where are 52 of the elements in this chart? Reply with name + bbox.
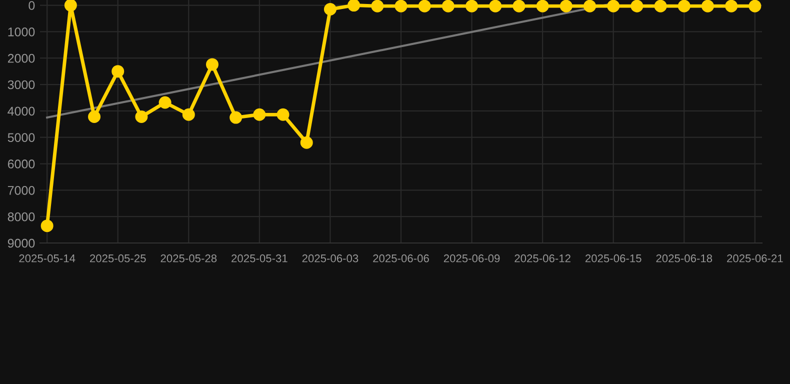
x-tick-label: 2025-05-14 — [19, 254, 76, 262]
y-tick-label: 4000 — [8, 106, 35, 116]
x-tick-label: 2025-06-15 — [585, 254, 642, 262]
point — [607, 0, 620, 12]
point — [64, 0, 77, 12]
x-tick-label: 2025-06-12 — [514, 254, 570, 262]
point — [584, 0, 596, 12]
x-tick-label: 2025-06-21 — [727, 254, 783, 262]
point — [442, 0, 454, 12]
point — [230, 111, 242, 124]
point — [536, 0, 549, 12]
y-tick-label: 9000 — [8, 238, 35, 248]
point — [371, 0, 384, 12]
y-tick-label: 1000 — [8, 27, 35, 36]
y-tick-label: 6000 — [8, 160, 35, 168]
y-tick-label: 8000 — [8, 212, 35, 222]
x-tick-label: 2025-05-25 — [90, 254, 146, 262]
point — [725, 0, 738, 12]
y-tick-label: 7000 — [8, 186, 35, 195]
x-tick-label: 2025-06-18 — [656, 254, 712, 262]
x-tick-label: 2025-06-03 — [302, 254, 358, 262]
point — [466, 0, 478, 12]
point — [748, 0, 762, 12]
y-tick-label: 3000 — [8, 80, 35, 90]
point — [701, 0, 714, 12]
point — [394, 0, 408, 12]
point — [40, 220, 54, 232]
point — [418, 0, 431, 12]
point — [678, 0, 690, 12]
y-tick-label: 0 — [28, 1, 35, 10]
x-tick-label: 2025-06-06 — [373, 254, 429, 262]
point — [560, 0, 572, 12]
point — [324, 2, 336, 16]
point — [112, 65, 124, 78]
x-tick-label: 2025-05-31 — [232, 254, 288, 262]
point — [348, 0, 360, 12]
point — [135, 110, 148, 123]
point — [654, 0, 667, 12]
point — [206, 58, 218, 71]
x-tick-label: 2025-06-09 — [444, 254, 500, 262]
point — [88, 110, 101, 123]
point — [512, 0, 526, 12]
y-tick-label: 5000 — [8, 133, 35, 142]
point — [276, 108, 290, 121]
point — [182, 108, 195, 121]
x-tick-label: 2025-05-28 — [160, 254, 217, 262]
point — [253, 108, 266, 121]
point — [489, 0, 502, 12]
point — [300, 136, 313, 149]
y-tick-label: 2000 — [8, 54, 35, 63]
point — [158, 96, 172, 109]
point — [630, 0, 644, 12]
